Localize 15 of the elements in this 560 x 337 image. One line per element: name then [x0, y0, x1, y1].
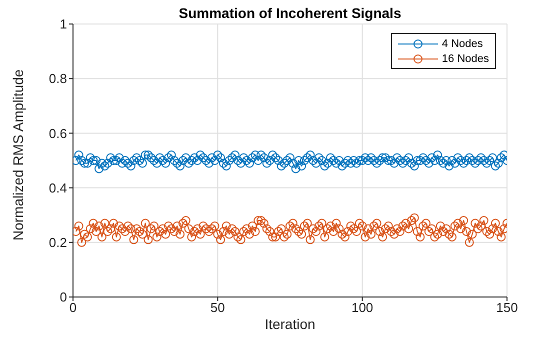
- y-tick-label: 0.2: [48, 235, 67, 250]
- y-tick-label: 0.4: [48, 180, 67, 196]
- x-axis-title: Iteration: [264, 316, 316, 332]
- legend-label: 4 Nodes: [442, 38, 483, 50]
- x-tick-label: 100: [351, 300, 374, 316]
- y-tick-label: 0.6: [48, 126, 67, 141]
- y-tick-label: 1: [60, 16, 67, 32]
- legend-label: 16 Nodes: [442, 52, 489, 64]
- x-tick-label: 50: [210, 300, 225, 316]
- chart-title: Summation of Incoherent Signals: [178, 5, 402, 21]
- x-tick-label: 0: [69, 300, 77, 316]
- y-tick-label: 0: [60, 290, 67, 305]
- y-axis-title: Normalized RMS Amplitude: [10, 69, 26, 240]
- y-tick-label: 0.8: [48, 71, 67, 86]
- x-tick-label: 150: [496, 300, 518, 316]
